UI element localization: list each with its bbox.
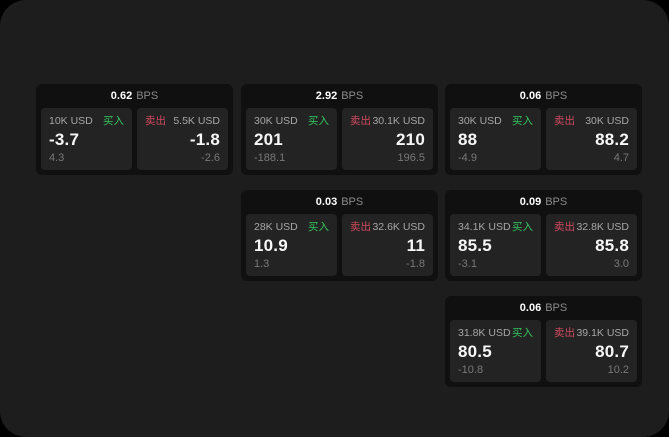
sell-sub-value: 3.0 xyxy=(613,258,629,270)
buy-price: 80.5 xyxy=(458,342,492,361)
buy-sub-value: -10.8 xyxy=(458,364,484,376)
sell-side-label: 卖出 xyxy=(350,221,371,233)
buy-panel[interactable]: 30K USD 买入 88 -4.9 xyxy=(450,108,541,170)
buy-price: 88 xyxy=(458,130,478,149)
sell-sub-value: -2.6 xyxy=(201,152,220,164)
buy-side-label: 买入 xyxy=(103,115,124,127)
buy-side-label: 买入 xyxy=(512,115,533,127)
sell-price: 85.8 xyxy=(595,236,629,255)
sell-price: 11 xyxy=(406,236,425,255)
sell-side-label: 卖出 xyxy=(554,327,575,339)
bps-unit-label: BPS xyxy=(341,90,364,102)
sell-side-label: 卖出 xyxy=(554,115,575,127)
buy-price: 10.9 xyxy=(254,236,288,255)
sell-price: 88.2 xyxy=(595,130,629,149)
bps-value: 0.09 xyxy=(519,196,542,208)
bps-unit-label: BPS xyxy=(136,90,159,102)
bps-unit-label: BPS xyxy=(545,196,568,208)
sell-sub-value: -1.8 xyxy=(406,258,425,270)
buy-side-label: 买入 xyxy=(512,221,533,233)
buy-price: 201 xyxy=(254,130,283,149)
buy-sub-value: -4.9 xyxy=(458,152,477,164)
buy-sub-value: -3.1 xyxy=(458,258,477,270)
sell-size-label: 30.1K USD xyxy=(372,115,425,127)
bps-value: 0.62 xyxy=(110,90,133,102)
sell-panel[interactable]: 卖出 30K USD 88.2 4.7 xyxy=(546,108,637,170)
card-header: 2.92 BPS xyxy=(246,84,433,108)
sell-side-label: 卖出 xyxy=(554,221,575,233)
sell-size-label: 5.5K USD xyxy=(173,115,220,127)
sell-size-label: 30K USD xyxy=(585,115,629,127)
buy-size-label: 31.8K USD xyxy=(458,327,511,339)
sell-sub-value: 10.2 xyxy=(607,364,629,376)
card-header: 0.09 BPS xyxy=(450,190,637,214)
bps-unit-label: BPS xyxy=(545,90,568,102)
buy-size-label: 28K USD xyxy=(254,221,298,233)
quote-card: 0.06 BPS 31.8K USD 买入 80.5 -10.8 卖出 39.1… xyxy=(445,296,642,387)
buy-price: -3.7 xyxy=(49,130,80,149)
buy-side-label: 买入 xyxy=(512,327,533,339)
bps-value: 0.06 xyxy=(519,302,542,314)
bps-value: 2.92 xyxy=(315,90,338,102)
buy-panel[interactable]: 30K USD 买入 201 -188.1 xyxy=(246,108,337,170)
bps-unit-label: BPS xyxy=(545,302,568,314)
sell-sub-value: 4.7 xyxy=(613,152,629,164)
buy-price: 85.5 xyxy=(458,236,492,255)
buy-panel[interactable]: 28K USD 买入 10.9 1.3 xyxy=(246,214,337,276)
sell-panel[interactable]: 卖出 5.5K USD -1.8 -2.6 xyxy=(137,108,228,170)
quote-card: 2.92 BPS 30K USD 买入 201 -188.1 卖出 30.1K … xyxy=(241,84,438,175)
bps-unit-label: BPS xyxy=(341,196,364,208)
sell-price: 210 xyxy=(396,130,425,149)
bps-value: 0.06 xyxy=(519,90,542,102)
sell-size-label: 39.1K USD xyxy=(576,327,629,339)
quote-card: 0.03 BPS 28K USD 买入 10.9 1.3 卖出 32.6K US… xyxy=(241,190,438,281)
buy-size-label: 30K USD xyxy=(254,115,298,127)
sell-price: 80.7 xyxy=(595,342,629,361)
sell-panel[interactable]: 卖出 32.8K USD 85.8 3.0 xyxy=(546,214,637,276)
card-header: 0.62 BPS xyxy=(41,84,228,108)
sell-side-label: 卖出 xyxy=(145,115,166,127)
sell-price: -1.8 xyxy=(189,130,220,149)
quote-card: 0.09 BPS 34.1K USD 买入 85.5 -3.1 卖出 32.8K… xyxy=(445,190,642,281)
buy-size-label: 34.1K USD xyxy=(458,221,511,233)
sell-panel[interactable]: 卖出 39.1K USD 80.7 10.2 xyxy=(546,320,637,382)
buy-side-label: 买入 xyxy=(308,115,329,127)
sell-panel[interactable]: 卖出 30.1K USD 210 196.5 xyxy=(342,108,433,170)
sell-side-label: 卖出 xyxy=(350,115,371,127)
buy-panel[interactable]: 34.1K USD 买入 85.5 -3.1 xyxy=(450,214,541,276)
buy-panel[interactable]: 10K USD 买入 -3.7 4.3 xyxy=(41,108,132,170)
buy-side-label: 买入 xyxy=(308,221,329,233)
quote-card: 0.62 BPS 10K USD 买入 -3.7 4.3 卖出 5.5K USD… xyxy=(36,84,233,175)
sell-sub-value: 196.5 xyxy=(397,152,425,164)
card-header: 0.06 BPS xyxy=(450,296,637,320)
card-header: 0.06 BPS xyxy=(450,84,637,108)
sell-size-label: 32.6K USD xyxy=(372,221,425,233)
card-header: 0.03 BPS xyxy=(246,190,433,214)
sell-size-label: 32.8K USD xyxy=(576,221,629,233)
sell-panel[interactable]: 卖出 32.6K USD 11 -1.8 xyxy=(342,214,433,276)
bps-value: 0.03 xyxy=(315,196,338,208)
buy-sub-value: -188.1 xyxy=(254,152,286,164)
buy-sub-value: 1.3 xyxy=(254,258,270,270)
quote-card: 0.06 BPS 30K USD 买入 88 -4.9 卖出 30K USD 8… xyxy=(445,84,642,175)
buy-size-label: 10K USD xyxy=(49,115,93,127)
buy-panel[interactable]: 31.8K USD 买入 80.5 -10.8 xyxy=(450,320,541,382)
buy-sub-value: 4.3 xyxy=(49,152,65,164)
buy-size-label: 30K USD xyxy=(458,115,502,127)
